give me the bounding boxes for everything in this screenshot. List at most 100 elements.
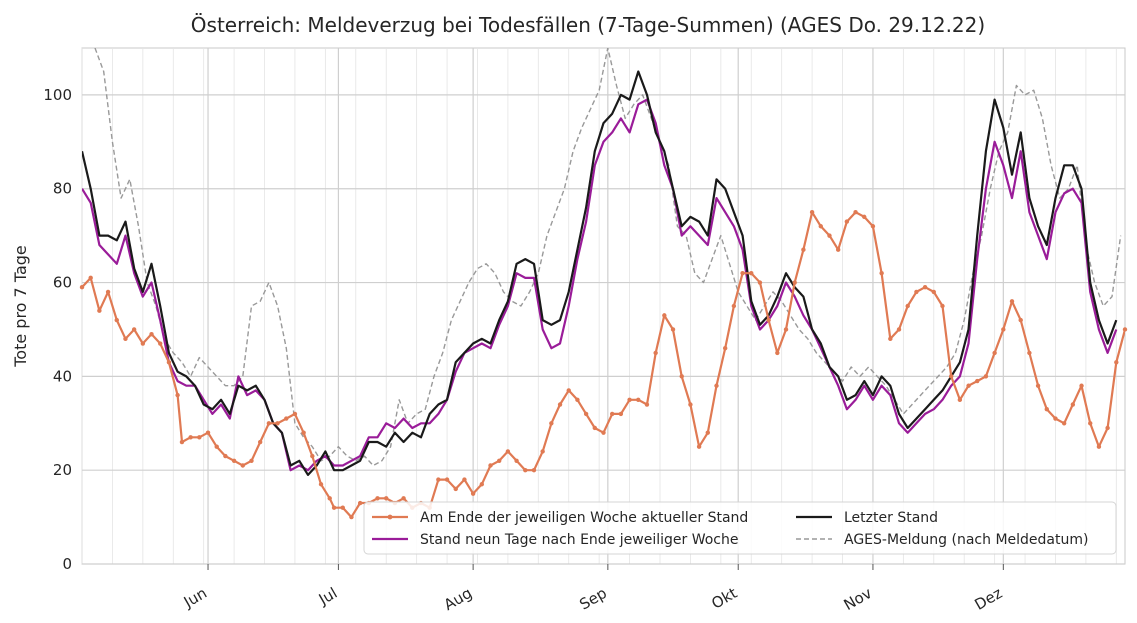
series-point — [349, 514, 354, 520]
series-point — [557, 402, 563, 407]
series-line-2 — [82, 70, 1118, 476]
series-point — [1053, 416, 1058, 421]
series-point — [818, 224, 823, 229]
series-point — [158, 341, 163, 346]
series-line-0 — [82, 211, 1125, 519]
series-point — [827, 233, 832, 238]
y-tick-label: 80 — [53, 180, 72, 198]
series-point — [401, 496, 406, 501]
series-point — [266, 421, 272, 426]
x-axis: Jun Jul Aug Sep Okt Nov Dez — [180, 564, 1005, 614]
legend-label: Letzter Stand — [844, 510, 938, 526]
series-point — [514, 458, 519, 463]
series-point — [131, 327, 137, 332]
series-point — [540, 449, 545, 454]
series-point — [653, 350, 658, 356]
series-point — [566, 388, 571, 393]
series-point — [375, 496, 380, 501]
series-point — [714, 383, 719, 388]
series-point — [722, 346, 728, 351]
series-point — [1009, 299, 1015, 304]
chart-title: Österreich: Meldeverzug bei Todesfällen … — [191, 13, 985, 37]
series-point — [992, 350, 997, 356]
series-point — [627, 397, 632, 403]
plot-area: Am Ende der jeweiligen Woche aktueller S… — [79, 47, 1128, 565]
series-point — [766, 317, 771, 323]
series-point — [284, 416, 289, 421]
series-point — [757, 280, 763, 285]
series-line-1 — [82, 98, 1118, 472]
series-point — [583, 411, 589, 417]
series-point — [223, 453, 228, 459]
series-point — [983, 374, 989, 379]
series-point — [240, 463, 245, 468]
series-point — [340, 505, 345, 510]
y-tick-label: 40 — [53, 367, 72, 385]
series-point — [636, 397, 641, 403]
series-point — [1061, 421, 1067, 426]
series-point — [609, 411, 615, 417]
series-point — [801, 247, 806, 252]
series-point — [505, 449, 511, 454]
legend-label: Am Ende der jeweiligen Woche aktueller S… — [420, 510, 748, 526]
y-tick-label: 20 — [53, 461, 72, 479]
x-tick-label: Aug — [441, 584, 475, 614]
x-tick-label: Dez — [971, 584, 1005, 614]
legend-swatch-marker — [387, 514, 393, 520]
series-point — [1088, 421, 1093, 426]
series-point — [1096, 444, 1102, 449]
series-point — [166, 360, 172, 365]
series-point — [662, 313, 667, 318]
series-point — [462, 477, 467, 482]
y-axis-label: Tote pro 7 Tage — [11, 245, 30, 368]
y-tick-label: 0 — [62, 555, 72, 573]
series-point — [384, 496, 389, 501]
series-point — [331, 505, 337, 510]
series-point — [948, 374, 954, 379]
series-point — [453, 486, 458, 492]
series-point — [731, 303, 737, 309]
series-point — [497, 458, 502, 463]
series-point — [97, 308, 102, 313]
series-point — [975, 378, 980, 384]
series-point — [1070, 402, 1076, 407]
series-point — [123, 336, 128, 342]
series-point — [705, 430, 710, 435]
series-point — [940, 303, 945, 309]
series-point — [896, 327, 902, 332]
series-point — [140, 341, 146, 346]
series-point — [292, 411, 298, 417]
series-point — [357, 500, 363, 506]
series-point — [601, 430, 606, 435]
series-point — [775, 350, 780, 356]
series-point — [327, 496, 332, 501]
series-point — [749, 270, 754, 276]
series-point — [188, 435, 193, 440]
series-point — [922, 285, 928, 290]
series-point — [479, 482, 485, 487]
series-point — [966, 383, 971, 388]
series-point — [835, 247, 841, 252]
series-point — [249, 458, 254, 463]
series-point — [862, 214, 867, 220]
series-point — [592, 425, 598, 431]
grid-lines — [81, 48, 1125, 565]
series-point — [670, 327, 676, 332]
series-point — [257, 439, 263, 445]
series-point — [740, 270, 745, 276]
plot-background — [81, 47, 1126, 565]
x-tick-label: Sep — [576, 584, 609, 614]
series-point — [1035, 383, 1041, 388]
series-point — [470, 491, 476, 496]
series-point — [644, 402, 650, 407]
series-point — [318, 482, 324, 487]
series-point — [105, 289, 111, 295]
series-point — [1001, 327, 1006, 332]
series-point — [1105, 425, 1110, 431]
series-point — [214, 444, 219, 449]
x-tick-label: Jun — [180, 584, 210, 612]
series-point — [696, 444, 702, 449]
y-axis: 0 20 40 60 80 100 — [43, 86, 72, 573]
series-point — [931, 289, 936, 295]
